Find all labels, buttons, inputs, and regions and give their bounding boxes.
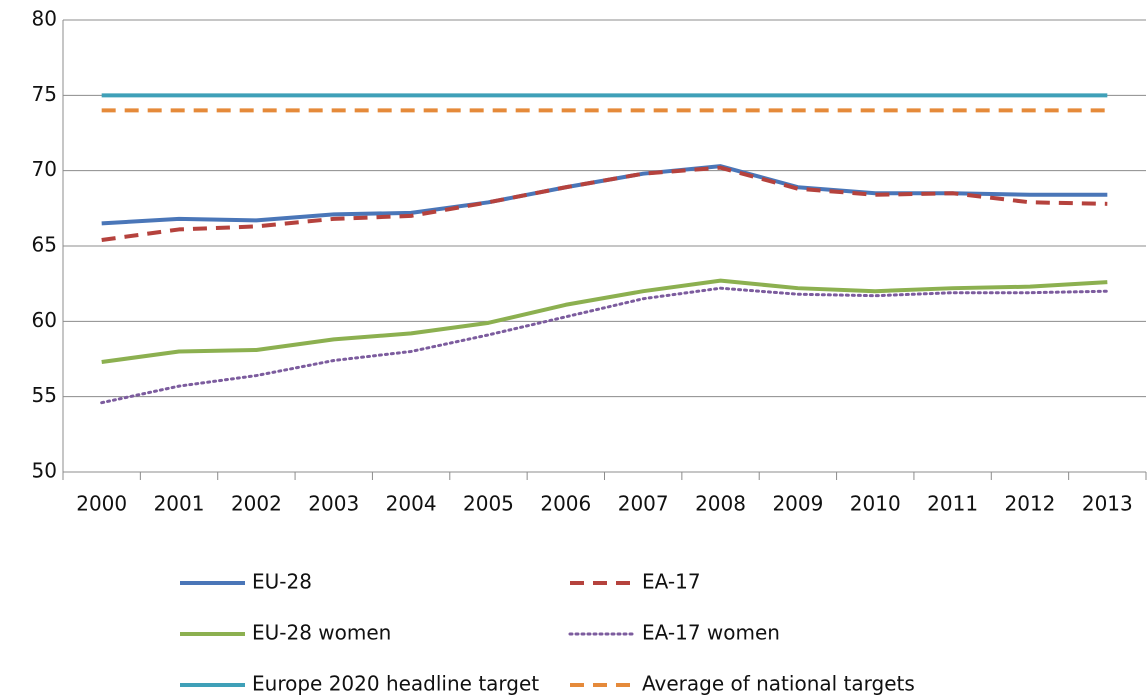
x-tick-label: 2007 [618,492,669,516]
y-tick-label: 60 [32,308,57,332]
y-tick-label: 80 [32,7,57,31]
x-tick-label: 2005 [463,492,514,516]
legend-label: EA-17 [642,570,701,594]
x-tick-label: 2003 [308,492,359,516]
y-tick-label: 65 [32,233,57,257]
legend-label: EU-28 [252,570,312,594]
x-tick-label: 2004 [386,492,437,516]
x-tick-label: 2010 [850,492,901,516]
x-tick-label: 2001 [154,492,205,516]
x-tick-label: 2011 [927,492,978,516]
series-line [101,165,1108,242]
series-line [100,286,1109,405]
x-tick-label: 2000 [76,492,127,516]
x-tick-label: 2008 [695,492,746,516]
x-tick-label: 2006 [540,492,591,516]
x-tick-label: 2013 [1082,492,1133,516]
y-tick-label: 70 [32,157,57,181]
x-tick-label: 2009 [772,492,823,516]
x-tick-label: 2002 [231,492,282,516]
y-tick-label: 55 [32,383,57,407]
x-tick-label: 2012 [1005,492,1056,516]
legend-label: Average of national targets [642,672,915,696]
legend-label: Europe 2020 headline target [252,672,539,696]
legend-label: EU-28 women [252,621,391,645]
legend-label: EA-17 women [642,621,780,645]
y-tick-label: 75 [32,82,57,106]
series-line [101,278,1108,364]
y-tick-label: 50 [32,459,57,483]
